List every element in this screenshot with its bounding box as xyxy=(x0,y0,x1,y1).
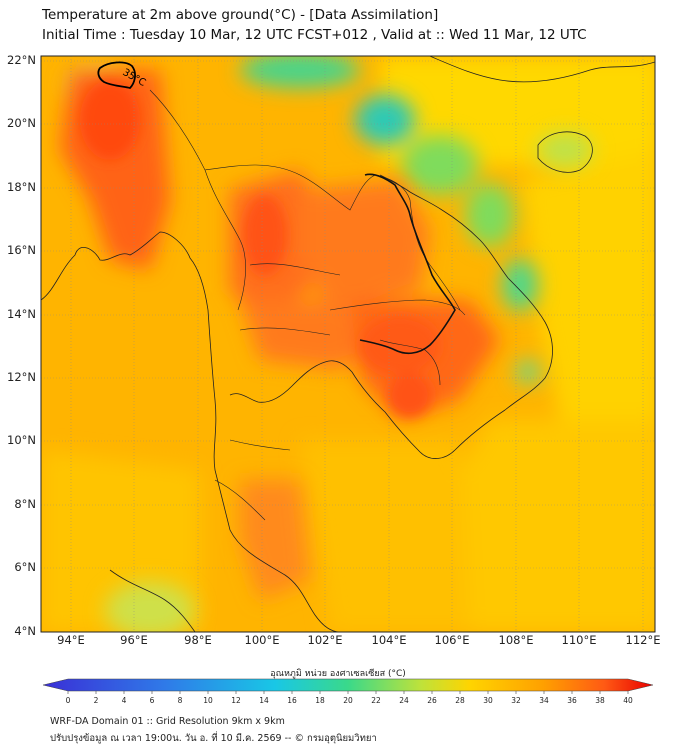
lat-label: 16°N xyxy=(7,243,36,257)
colorbar-title: อุณหภูมิ หน่วย องศาเซลเซียส (°C) xyxy=(270,669,406,679)
colorbar-tick-label: 28 xyxy=(455,696,465,705)
lon-label: 98°E xyxy=(184,633,212,647)
colorbar-tick-label: 2 xyxy=(94,696,99,705)
lon-label: 110°E xyxy=(561,633,597,647)
thailand-border xyxy=(359,173,456,355)
colorbar-tick-label: 24 xyxy=(399,696,409,705)
colorbar-tick-label: 8 xyxy=(178,696,183,705)
map-title: Temperature at 2m above ground(°C) - [Da… xyxy=(42,7,439,23)
colorbar-ticks: 0 2 4 6 8 10 12 14 16 18 20 22 24 26 28 30 32 34 36 38 40 xyxy=(66,691,633,705)
colorbar-tick-label: 34 xyxy=(539,696,549,705)
lat-label: 20°N xyxy=(7,116,36,130)
colorbar-tick-label: 4 xyxy=(122,696,127,705)
lon-label: 108°E xyxy=(498,633,534,647)
colorbar-tick-label: 38 xyxy=(595,696,605,705)
colorbar-tick-label: 36 xyxy=(567,696,577,705)
lat-label: 14°N xyxy=(7,307,36,321)
colorbar-tick-label: 32 xyxy=(511,696,521,705)
lat-label: 12°N xyxy=(7,370,36,384)
lon-label: 106°E xyxy=(434,633,470,647)
map-subtitle: Initial Time : Tuesday 10 Mar, 12 UTC FC… xyxy=(42,27,587,43)
lat-label: 10°N xyxy=(7,433,36,447)
colorbar-tick-label: 20 xyxy=(343,696,353,705)
lat-label: 18°N xyxy=(7,180,36,194)
lon-label: 94°E xyxy=(57,633,85,647)
colorbar-tick-label: 26 xyxy=(427,696,437,705)
lon-label: 112°E xyxy=(625,633,661,647)
contour-35c xyxy=(97,61,136,89)
warm-zones xyxy=(41,56,655,632)
lon-label: 102°E xyxy=(307,633,343,647)
graticule xyxy=(41,56,655,632)
footer-update-info: ปรับปรุงข้อมูล ณ เวลา 19:00น. วัน อ. ที่… xyxy=(50,733,377,744)
footer-domain-info: WRF-DA Domain 01 :: Grid Resolution 9km … xyxy=(50,716,285,727)
colorbar-tick-label: 30 xyxy=(483,696,493,705)
lon-label: 96°E xyxy=(120,633,148,647)
lat-label: 22°N xyxy=(7,53,36,67)
lon-label: 104°E xyxy=(371,633,407,647)
colorbar-tick-label: 14 xyxy=(259,696,269,705)
colorbar-gradient xyxy=(42,678,654,692)
country-borders xyxy=(149,89,466,521)
colorbar-tick-label: 0 xyxy=(66,696,71,705)
lat-label: 8°N xyxy=(14,497,36,511)
colorbar-tick-label: 10 xyxy=(203,696,213,705)
lon-label: 100°E xyxy=(244,633,280,647)
colorbar-tick-label: 18 xyxy=(315,696,325,705)
lat-label: 4°N xyxy=(14,624,36,638)
colorbar: 0 2 4 6 8 10 12 14 16 18 20 22 24 26 28 30 32 34 36 38 40 xyxy=(42,678,654,705)
colorbar-tick-label: 16 xyxy=(287,696,297,705)
colorbar-tick-label: 22 xyxy=(371,696,381,705)
colorbar-tick-label: 12 xyxy=(231,696,241,705)
map-border xyxy=(40,55,656,633)
coastlines xyxy=(41,56,655,632)
colorbar-tick-label: 40 xyxy=(623,696,633,705)
lat-label: 6°N xyxy=(14,560,36,574)
temperature-map: 35°C xyxy=(40,55,656,633)
colorbar-tick-label: 6 xyxy=(150,696,155,705)
map-area: 35°C xyxy=(41,56,655,632)
hottest-zones xyxy=(80,80,440,417)
